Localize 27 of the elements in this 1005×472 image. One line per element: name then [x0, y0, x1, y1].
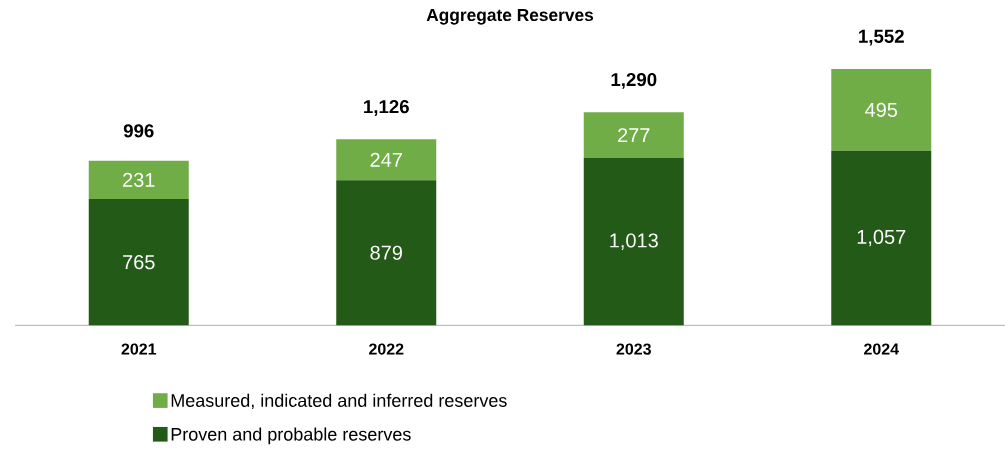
bar [583, 158, 684, 326]
data-label: 247 [370, 152, 402, 167]
x-tick-label: 2024 [864, 343, 899, 355]
chart-title: Aggregate Reserves [426, 9, 594, 25]
data-label: 231 [123, 172, 155, 187]
legend-label: Measured, indicated and inferred reserves [171, 393, 507, 410]
total-label: 996 [123, 124, 154, 138]
data-label: 1,057 [857, 229, 906, 247]
data-label: 1,013 [610, 233, 658, 250]
bar [88, 198, 189, 326]
bar [88, 160, 189, 199]
data-label: 277 [618, 128, 650, 143]
bar [831, 150, 932, 326]
data-label: 879 [370, 245, 402, 260]
bar [336, 139, 437, 181]
legend-label: Proven and probable reserves [171, 427, 411, 445]
bar [583, 112, 684, 158]
bar [336, 180, 437, 326]
total-label: 1,290 [611, 72, 657, 89]
x-tick-label: 2022 [369, 343, 404, 355]
x-tick-label: 2023 [616, 343, 651, 355]
x-tick-label: 2021 [121, 343, 157, 355]
data-label: 765 [123, 255, 155, 270]
total-label: 1,126 [364, 100, 409, 116]
data-label: 495 [865, 102, 898, 117]
total-label: 1,552 [859, 29, 904, 46]
bar [831, 68, 932, 151]
